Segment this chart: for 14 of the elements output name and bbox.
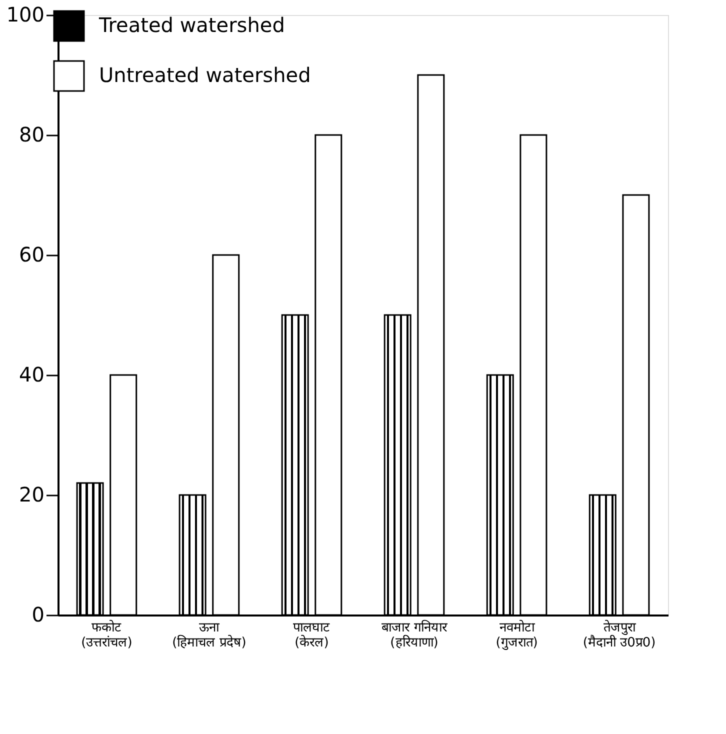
y-tick-label: 0	[32, 602, 44, 626]
x-tick-label: पालघाट (केरल)	[293, 620, 330, 650]
y-tick-label: 20	[19, 482, 44, 506]
y-tick-label: 100	[6, 2, 44, 26]
y-tick-label: 80	[19, 122, 44, 146]
y-tick-label: 40	[19, 362, 44, 386]
legend-label: Treated watershed	[98, 13, 285, 37]
y-tick-label: 60	[19, 242, 44, 266]
x-tick-label: ऊना (हिमाचल प्रदेष)	[172, 620, 246, 650]
x-tick-label: तेजपुरा (मैदानी उ0प्र0)	[582, 620, 656, 650]
legend-label: Untreated watershed	[99, 63, 311, 87]
x-tick-label: फकोट (उत्तरांचल)	[81, 620, 132, 650]
x-tick-label: बाजार गनियार (हरियाणा)	[382, 620, 448, 650]
x-tick-label: नवमोटा (गुजरात)	[496, 620, 538, 650]
